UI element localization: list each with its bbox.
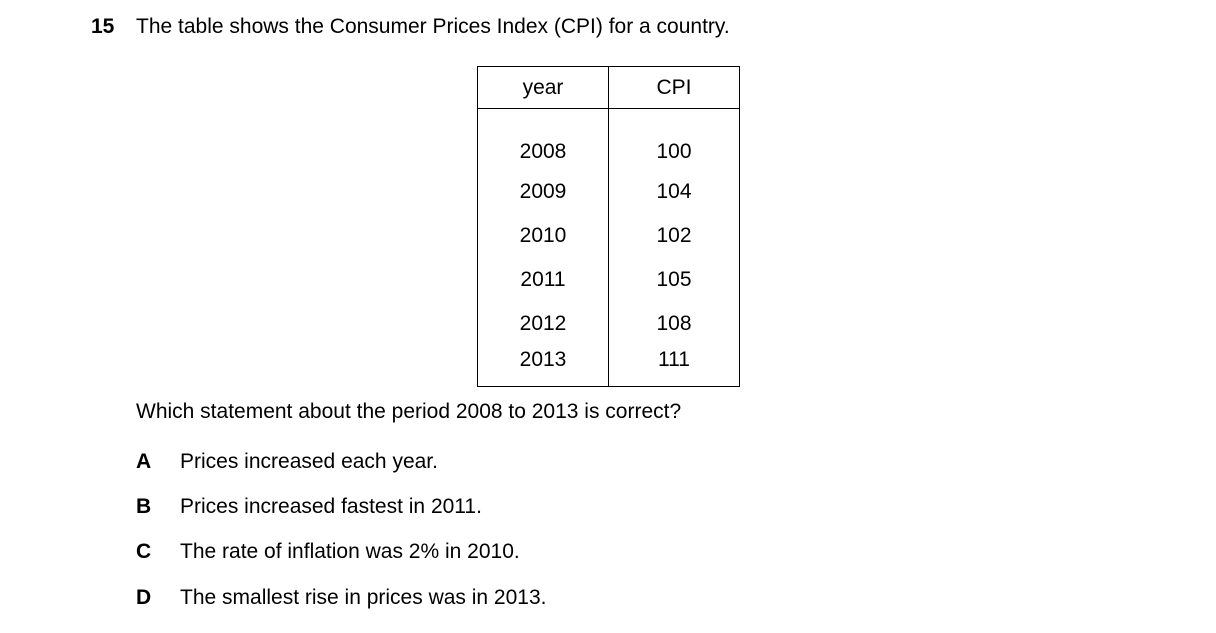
table-row: 2012 108: [477, 302, 740, 346]
cpi-cell: 102: [608, 214, 740, 258]
header-year: year: [477, 66, 609, 109]
year-cell: 2011: [477, 258, 609, 302]
year-cell: 2010: [477, 214, 609, 258]
year-cell: 2013: [477, 346, 609, 387]
table-header-row: year CPI: [477, 66, 740, 109]
question-number: 15: [91, 15, 115, 38]
option-letter: B: [136, 495, 152, 518]
option-d: D The smallest rise in prices was in 2013…: [136, 584, 547, 612]
year-cell: 2012: [477, 302, 609, 346]
table-row: 2010 102: [477, 214, 740, 258]
year-cell: 2009: [477, 170, 609, 214]
table-row: 2011 105: [477, 258, 740, 302]
option-a: A Prices increased each year.: [136, 448, 438, 476]
cpi-cell: 111: [608, 346, 740, 387]
option-b: B Prices increased fastest in 2011.: [136, 493, 482, 521]
option-letter: D: [136, 586, 152, 609]
option-letter: A: [136, 450, 152, 473]
cpi-table: year CPI 2008 100 2009 104 2010 102 2011…: [477, 66, 740, 387]
table-row: 2008 100: [477, 108, 740, 170]
header-cpi: CPI: [608, 66, 740, 109]
option-text: Prices increased each year.: [180, 450, 438, 473]
year-cell: 2008: [477, 108, 609, 170]
table-row: 2013 111: [477, 346, 740, 387]
cpi-cell: 105: [608, 258, 740, 302]
option-text: Prices increased fastest in 2011.: [180, 495, 482, 518]
cpi-cell: 108: [608, 302, 740, 346]
option-text: The rate of inflation was 2% in 2010.: [180, 540, 520, 563]
table-row: 2009 104: [477, 170, 740, 214]
option-letter: C: [136, 540, 152, 563]
question-prompt: Which statement about the period 2008 to…: [136, 400, 682, 423]
cpi-cell: 104: [608, 170, 740, 214]
option-c: C The rate of inflation was 2% in 2010.: [136, 538, 520, 566]
option-text: The smallest rise in prices was in 2013.: [180, 586, 547, 609]
question-stem: The table shows the Consumer Prices Inde…: [136, 15, 730, 38]
cpi-cell: 100: [608, 108, 740, 170]
